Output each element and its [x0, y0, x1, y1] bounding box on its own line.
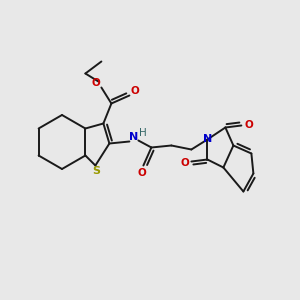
Text: H: H [139, 128, 146, 139]
Text: O: O [91, 79, 100, 88]
Text: O: O [137, 167, 146, 178]
Text: N: N [203, 134, 212, 145]
Text: O: O [244, 119, 253, 130]
Text: N: N [129, 131, 138, 142]
Text: S: S [92, 166, 101, 176]
Text: O: O [180, 158, 189, 167]
Text: O: O [130, 86, 139, 97]
